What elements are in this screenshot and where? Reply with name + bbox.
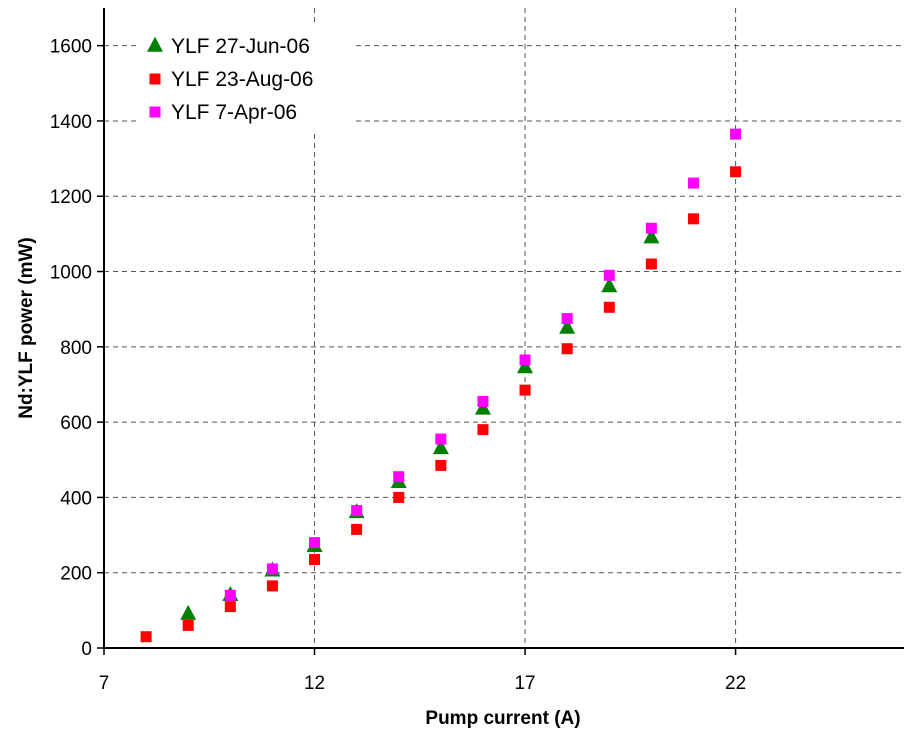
data-point xyxy=(351,523,363,535)
data-point xyxy=(309,554,321,566)
data-point xyxy=(687,213,699,225)
data-point xyxy=(643,228,660,244)
data-point xyxy=(474,399,491,415)
data-point xyxy=(645,258,657,270)
data-point xyxy=(687,177,699,189)
data-point xyxy=(266,563,278,575)
data-point xyxy=(266,580,278,592)
grid-lines xyxy=(104,8,904,648)
y-tick-label: 1200 xyxy=(50,187,92,208)
data-point xyxy=(432,439,449,455)
legend-label: YLF 23-Aug-06 xyxy=(171,68,313,91)
data-point xyxy=(224,589,236,601)
legend-marker xyxy=(147,36,163,52)
y-tick-label: 400 xyxy=(60,488,92,509)
series-1 xyxy=(180,228,660,620)
data-point xyxy=(561,343,573,355)
data-point xyxy=(351,505,363,517)
legend: YLF 27-Jun-06 YLF 23-Aug-06 YLF 7-Apr-06 xyxy=(138,24,354,132)
x-axis-title: Pump current (A) xyxy=(425,708,580,729)
tick-labels: 0 200 400 600 800 1000 1200 1400 1600 7 12 17 22 xyxy=(50,37,746,694)
y-tick-label: 1000 xyxy=(50,263,92,284)
data-point xyxy=(393,491,405,503)
y-tick-label: 1400 xyxy=(50,112,92,133)
y-tick-label: 1600 xyxy=(50,37,92,58)
x-tick-label: 12 xyxy=(304,673,325,694)
y-tick-label: 200 xyxy=(60,564,92,585)
data-point xyxy=(519,384,531,396)
legend-marker xyxy=(149,106,161,118)
x-tick-label: 17 xyxy=(514,673,535,694)
y-tick-label: 0 xyxy=(81,639,92,660)
data-point xyxy=(517,358,534,374)
x-tick-label: 22 xyxy=(725,673,746,694)
data-point xyxy=(561,313,573,325)
data-point xyxy=(435,459,447,471)
data-point xyxy=(603,269,615,281)
data-points xyxy=(140,128,742,643)
legend-label: YLF 7-Apr-06 xyxy=(171,101,297,124)
y-tick-label: 600 xyxy=(60,413,92,434)
data-point xyxy=(477,395,489,407)
legend-marker xyxy=(149,73,161,85)
data-point xyxy=(180,604,197,620)
legend-box xyxy=(138,24,354,132)
data-point xyxy=(730,166,742,178)
data-point xyxy=(601,277,618,293)
data-point xyxy=(603,301,615,313)
data-point xyxy=(435,433,447,445)
data-point xyxy=(477,424,489,436)
x-tick-label: 7 xyxy=(99,673,110,694)
data-point xyxy=(645,222,657,234)
y-tick-label: 800 xyxy=(60,338,92,359)
data-point xyxy=(519,354,531,366)
data-point xyxy=(309,537,321,549)
data-point xyxy=(182,619,194,631)
legend-label: YLF 27-Jun-06 xyxy=(171,35,310,58)
series-3 xyxy=(224,128,742,601)
data-point xyxy=(559,318,576,334)
series-2 xyxy=(140,166,742,643)
data-point xyxy=(730,128,742,140)
data-point xyxy=(393,471,405,483)
axes xyxy=(97,8,904,655)
data-point xyxy=(224,601,236,613)
y-axis-title: Nd:YLF power (mW) xyxy=(16,237,37,419)
data-point xyxy=(140,631,152,643)
